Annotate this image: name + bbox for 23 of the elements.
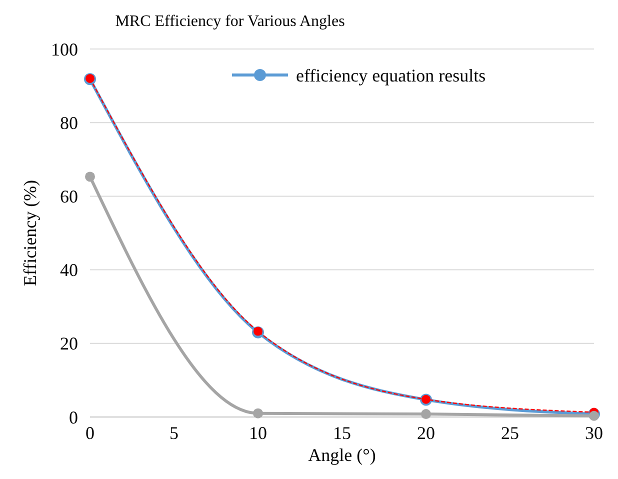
point	[253, 408, 263, 418]
legend-label: efficiency equation results	[296, 65, 486, 86]
point	[421, 409, 431, 420]
point	[254, 326, 262, 336]
x-axis-title: Angle (°)	[308, 445, 376, 465]
x-tick-label: 5	[170, 423, 178, 443]
y-tick-label: 60	[60, 186, 78, 206]
x-tick-label: 0	[86, 423, 94, 443]
chart-title: MRC Efficiency for Various Angles	[115, 13, 345, 30]
y-tick-label: 80	[60, 112, 78, 133]
point	[85, 172, 95, 182]
x-tick-label: 10	[249, 423, 267, 443]
y-tick-label: 20	[60, 334, 78, 354]
y-tick-label: 40	[60, 260, 78, 280]
y-axis-title: Efficiency (%)	[20, 180, 40, 286]
y-tick-label: 0	[69, 407, 78, 428]
point	[589, 410, 599, 421]
x-tick-label: 30	[585, 423, 603, 443]
x-tick-label: 15	[333, 423, 351, 443]
x-tick-label: 25	[501, 423, 519, 443]
y-tick-label: 100	[51, 39, 78, 60]
x-tick-label: 20	[417, 423, 435, 443]
point	[86, 74, 94, 83]
